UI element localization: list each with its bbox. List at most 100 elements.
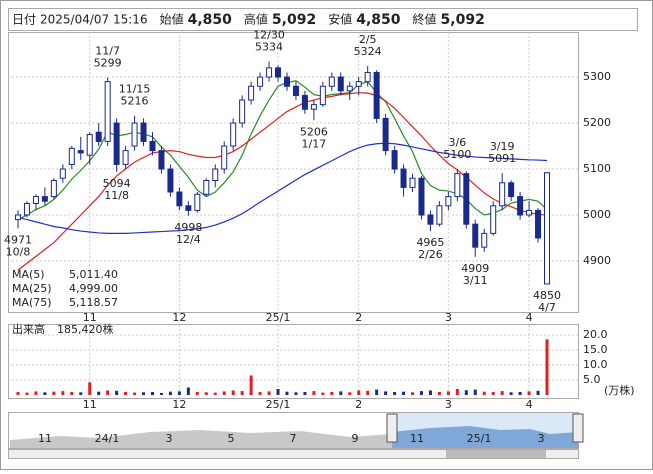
candle-body — [535, 209, 542, 239]
candle-body — [41, 196, 48, 202]
volume-bar — [150, 392, 154, 395]
scrollbar-thumb[interactable] — [446, 450, 546, 458]
volume-bar — [25, 392, 29, 395]
annotation-date: 10/8 — [6, 245, 31, 258]
volume-bar — [375, 389, 379, 395]
scrollbar[interactable] — [8, 449, 579, 459]
x-tick-label: 25/1 — [266, 398, 291, 411]
header-value: 5,092 — [272, 12, 316, 28]
legend-name: MA(25) — [12, 282, 52, 295]
volume-bar — [231, 390, 235, 395]
volume-bar — [142, 392, 146, 395]
annotation-value: 5206 — [300, 125, 328, 138]
volume-bar — [384, 391, 388, 395]
navigator-label: 9 — [352, 432, 359, 445]
volume-bar — [106, 390, 110, 395]
candle-body — [337, 76, 344, 92]
navigator-area-selected — [392, 426, 578, 448]
candle-body — [400, 168, 407, 188]
candle-body — [454, 173, 461, 198]
candle-body — [490, 205, 497, 234]
annotation-value: 5094 — [103, 177, 131, 190]
volume-bar — [213, 392, 217, 395]
y-tick-label: 5300 — [583, 70, 611, 83]
candle-body — [409, 177, 416, 188]
volume-bar — [330, 392, 334, 395]
candle-body — [418, 177, 425, 216]
candle-body — [23, 202, 30, 216]
candle-body — [266, 67, 273, 78]
y-tick-label: 5200 — [583, 116, 611, 129]
annotation-date: 1/17 — [302, 137, 327, 150]
volume-bar — [473, 389, 477, 395]
volume-bar — [303, 392, 307, 395]
candle-body — [355, 81, 362, 87]
header-label: 安値 — [328, 12, 352, 27]
candle-body — [158, 150, 165, 170]
candle-body — [382, 117, 389, 152]
volume-bar — [437, 392, 441, 395]
annotation-date: 12/30 — [253, 28, 285, 41]
annotation-value: 4850 — [533, 289, 561, 302]
volume-bar — [276, 389, 280, 395]
annotation-value: 5216 — [121, 95, 149, 108]
candle-body — [131, 122, 138, 147]
volume-bar — [43, 392, 47, 395]
candle-body — [292, 85, 299, 96]
candle-body — [15, 214, 21, 221]
volume-bar — [509, 392, 513, 395]
x-tick-label: 4 — [526, 398, 533, 411]
legend-name: MA(5) — [12, 268, 45, 281]
x-tick-label: 3 — [445, 311, 452, 324]
volume-bar — [536, 390, 540, 395]
navigator-label: 5 — [228, 432, 235, 445]
volume-bar — [186, 387, 190, 395]
volume-bar — [267, 391, 271, 395]
x-tick-label: 11 — [83, 398, 97, 411]
volume-bar — [70, 392, 74, 395]
header-bar — [8, 8, 638, 31]
candle-body — [149, 140, 156, 152]
volume-bar — [168, 391, 172, 395]
candle-body — [167, 168, 174, 193]
candle-body — [427, 214, 434, 225]
header-value: 4,850 — [356, 12, 401, 28]
legend-name: MA(75) — [12, 296, 52, 309]
candle-body — [77, 150, 84, 154]
navigator-handle-left[interactable] — [386, 413, 398, 443]
volume-bar — [402, 391, 406, 395]
volume-bar — [500, 391, 504, 395]
candle-body — [526, 209, 533, 216]
navigator-handle-right[interactable] — [572, 413, 584, 443]
annotation-date: 3/19 — [490, 140, 515, 153]
candle-body — [95, 131, 102, 142]
header-label: 始値 — [160, 12, 184, 27]
volume-bar — [518, 392, 522, 395]
annotation-date: 3/6 — [448, 136, 466, 149]
candle-body — [364, 71, 371, 83]
navigator-label: 3 — [538, 432, 545, 445]
volume-bar — [88, 382, 92, 395]
candle-body — [310, 104, 317, 110]
volume-bar — [195, 392, 199, 395]
candle-body — [499, 182, 506, 207]
navigator-label: 25/1 — [467, 432, 492, 445]
volume-bar — [428, 390, 432, 395]
candle-body — [230, 122, 237, 147]
x-tick-label: 11 — [83, 311, 97, 324]
volume-bar — [348, 392, 352, 395]
y-tick-label: 5.0 — [583, 373, 601, 386]
candle-body — [239, 99, 246, 124]
ma-line — [17, 92, 548, 271]
candle-body — [445, 196, 452, 207]
legend-value: 5,118.57 — [69, 296, 118, 309]
candle-body — [212, 168, 219, 182]
volume-bar — [204, 392, 208, 395]
navigator-label: 11 — [410, 432, 424, 445]
candle-body — [122, 150, 129, 165]
x-tick-label: 2 — [355, 398, 362, 411]
navigator-area — [10, 430, 392, 448]
volume-bar — [411, 392, 415, 395]
header-label: 終値 — [413, 12, 437, 27]
